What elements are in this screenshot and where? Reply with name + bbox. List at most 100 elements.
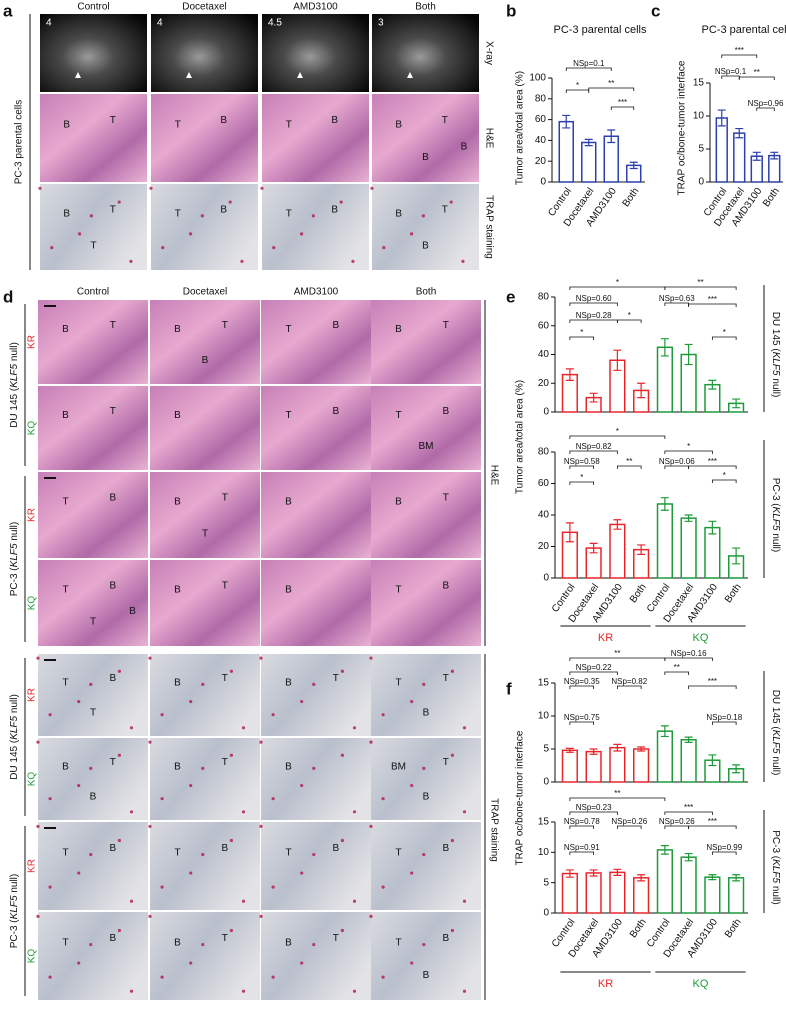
y-tick-label: 10	[538, 847, 550, 858]
x-tick-label: Both	[628, 917, 649, 940]
significance-bracket	[569, 797, 666, 801]
y-tick-label: 80	[538, 447, 550, 458]
error-bar	[770, 151, 779, 160]
significance-label: *	[723, 328, 726, 337]
error-bar	[732, 547, 741, 565]
image-label: T	[442, 204, 448, 215]
micrograph	[371, 822, 481, 910]
image-label: B	[63, 119, 70, 130]
micrograph	[261, 300, 371, 384]
side-label-part: KLF5	[770, 859, 781, 883]
image-label: B	[331, 204, 338, 215]
image-label: B	[174, 585, 181, 596]
y-tick-label: 0	[543, 908, 549, 919]
stain-spot	[462, 899, 467, 903]
stain-spot	[422, 852, 426, 857]
stain-spot	[188, 232, 193, 236]
significance-label: ***	[735, 46, 744, 55]
micrograph	[150, 912, 260, 1000]
micrograph	[371, 386, 481, 470]
stain-spot	[201, 682, 205, 686]
side-label-part: KLF5	[770, 730, 781, 754]
bar	[680, 856, 697, 914]
image-label: B	[285, 677, 292, 688]
y-tick-label: 5	[543, 744, 549, 755]
stain-spot	[259, 824, 263, 829]
significance-bracket	[688, 825, 737, 829]
stain-spot	[300, 961, 304, 965]
significance-bracket	[569, 435, 666, 439]
error-bar	[660, 338, 669, 357]
stain-spot	[312, 852, 316, 857]
significance-label: **	[626, 457, 632, 466]
significance-label: ***	[708, 457, 717, 466]
micrograph	[151, 184, 258, 270]
stain-spot	[259, 914, 263, 919]
stain-spot	[129, 899, 134, 903]
micrograph	[371, 654, 481, 736]
micrograph	[150, 822, 260, 910]
significance-label: *	[723, 471, 726, 480]
image-label: B	[109, 673, 116, 684]
y-tick-label: 0	[543, 777, 549, 788]
y-tick-label: 20	[538, 541, 550, 552]
side-label-part: PC-3 (	[770, 478, 781, 508]
error-bar	[660, 845, 669, 855]
side-label-part: PC-3 (	[9, 919, 20, 949]
image-label: T	[443, 320, 449, 331]
significance-label: NSp=0.82	[611, 677, 647, 686]
error-bar	[708, 754, 717, 767]
error-bar	[684, 514, 693, 522]
image-label: B	[285, 937, 292, 948]
row-label: TRAP staining	[483, 195, 494, 259]
y-tick-label: 100	[529, 73, 546, 84]
image-label: T	[90, 708, 96, 719]
genotype-label: KQ	[27, 421, 38, 436]
micrograph	[150, 738, 260, 820]
significance-bracket	[569, 825, 595, 829]
y-axis-label: Tumor area/total area (%)	[515, 380, 526, 494]
bar	[561, 749, 578, 783]
significance-bracket	[610, 106, 635, 110]
micrograph	[38, 822, 148, 910]
significance-bracket	[711, 479, 737, 483]
bar	[609, 871, 626, 914]
x-tick-label: Both	[723, 917, 744, 940]
significance-label: **	[674, 663, 680, 672]
image-label: T	[174, 847, 180, 858]
chart-title: PC-3 parental cells	[554, 24, 647, 36]
arrowhead	[75, 72, 81, 78]
significance-bracket	[664, 450, 713, 454]
image-label: T	[110, 320, 116, 331]
chart-title: PC-3 parental cells	[702, 24, 786, 36]
bar	[733, 132, 746, 183]
side-label-part: PC-3 (	[770, 830, 781, 860]
significance-bracket	[569, 685, 595, 689]
stain-spot	[48, 885, 52, 889]
stain-spot	[410, 699, 414, 704]
image-label: T	[333, 933, 339, 944]
image-label: B	[221, 843, 228, 854]
stain-spot	[339, 200, 343, 204]
image-label: T	[333, 673, 339, 684]
side-label-part: DU 145 (	[770, 690, 781, 731]
column-header: Docetaxel	[183, 287, 227, 298]
micrograph	[38, 912, 148, 1000]
image-label: T	[110, 115, 116, 126]
stain-spot	[369, 824, 373, 829]
image-label: B	[220, 115, 227, 126]
image-label: B	[285, 761, 292, 772]
bar	[603, 135, 619, 183]
image-label: T	[395, 410, 401, 421]
significance-bracket	[664, 286, 737, 290]
image-label: T	[90, 241, 96, 252]
image-label: BM	[391, 761, 406, 772]
image-label: B	[423, 970, 430, 981]
error-bar	[637, 874, 646, 882]
image-label: T	[442, 115, 448, 126]
stain-spot	[410, 783, 414, 788]
significance-label: NSp=0.26	[659, 817, 695, 826]
side-label-part: KLF5	[770, 352, 781, 376]
error-bar	[637, 544, 646, 555]
y-tick-label: 0	[698, 177, 704, 188]
